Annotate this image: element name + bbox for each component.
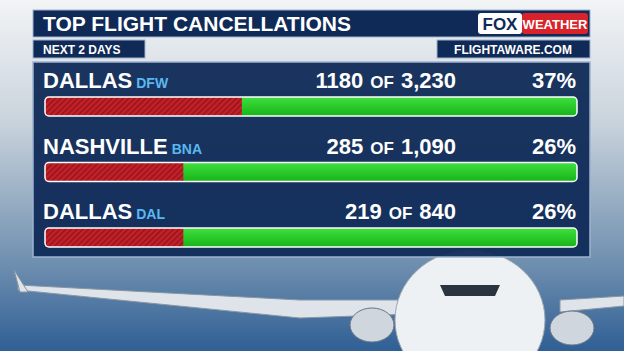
bars [45,97,242,247]
tail-fin [14,270,28,292]
data-label: 26% [532,199,576,224]
cancelled-count: 219 [345,199,382,224]
connector: OF [389,204,413,223]
connector: OF [370,139,394,158]
engine [550,311,594,345]
count-label: 285 OF 1,090 [327,134,456,159]
bar-track [45,97,577,116]
bar-track [45,163,577,182]
category-label: DALLASDFW [43,68,169,93]
total-count: 840 [419,199,456,224]
data-label: 26% [532,134,576,159]
airplane-decoration [14,250,624,351]
cancelled-count: 285 [327,134,364,159]
title-bar [33,10,590,37]
logo-box [522,13,588,34]
bar-frames [45,97,577,247]
bar-track [45,228,577,247]
bar [45,97,242,116]
logo-text: WEATHER [523,17,588,32]
source-box [437,40,590,58]
category-label: NASHVILLEBNA [43,134,202,159]
engine [350,308,394,342]
count-label: 1180 OF 3,230 [316,68,456,93]
bar [45,228,183,247]
total-count: 3,230 [401,68,456,93]
total-count: 1,090 [401,134,456,159]
count-label: 219 OF 840 [345,199,456,224]
logo-box [478,13,522,34]
bar-frame [45,97,577,116]
bar [45,163,183,182]
graphic: TOP FLIGHT CANCELLATIONS FOX WEATHER NEXT 2… [0,0,624,351]
data-label: 37% [532,68,576,93]
airport-code: DAL [136,206,165,222]
source: FLIGHTAWARE.COM [454,43,572,57]
subtitle-box [33,40,145,58]
windshield [440,285,500,296]
logo: FOX WEATHER [478,13,588,34]
category-name: DALLAS [43,199,132,224]
category-name: DALLAS [43,68,132,93]
category-label: DALLASDAL [43,199,165,224]
airport-code: BNA [172,141,202,157]
airport-code: DFW [136,75,169,91]
connector: OF [370,73,394,92]
category-name: NASHVILLE [43,134,168,159]
labels: DALLASDFW1180OF3,23037%NASHVILLEBNA285OF… [43,68,576,224]
bar-frame [45,228,577,247]
cancelled-count: 1180 [316,68,364,93]
logo-text: FOX [483,15,519,34]
fuselage [395,250,545,351]
subtitle: NEXT 2 DAYS [43,43,121,57]
panel [33,62,590,257]
title: TOP FLIGHT CANCELLATIONS [43,12,351,35]
bar-frame [45,163,577,182]
wing [560,296,624,312]
tracks [45,97,577,247]
